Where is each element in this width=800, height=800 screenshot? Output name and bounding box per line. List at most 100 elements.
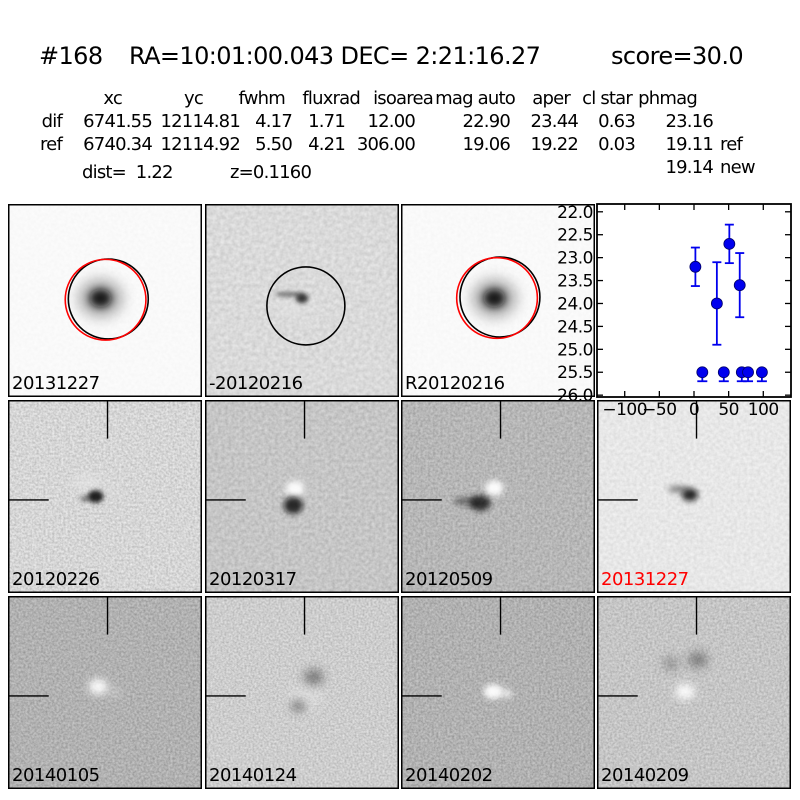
- source-blob: [89, 289, 112, 308]
- cutout-image-20120509: [401, 400, 595, 593]
- col-header: fluxrad: [302, 88, 360, 109]
- x-tick-label: 0: [689, 400, 699, 420]
- y-tick-label: 24.5: [557, 317, 593, 337]
- source-blob: [485, 480, 504, 496]
- photometry-point: [733, 279, 746, 292]
- photometry-point: [689, 260, 702, 273]
- y-tick-label: 23.0: [557, 249, 593, 269]
- cutout-image-20120226: [8, 400, 202, 593]
- source-blob: [283, 496, 303, 514]
- cutout-image-20120317: [205, 400, 399, 593]
- lightcurve-plot: −100−50 0 50 100 22.0 22.5 23.0 23.524.0 24.5 25.…: [557, 203, 792, 420]
- cell: 23.44: [530, 111, 578, 132]
- source-blob: [106, 687, 123, 698]
- cell: 12.00: [367, 111, 415, 132]
- cell: 23.16: [665, 111, 713, 132]
- col-header: xc: [103, 88, 122, 109]
- upper-limit-point: [742, 366, 754, 379]
- col-header: cl star: [582, 88, 633, 109]
- source-blob: [274, 291, 302, 297]
- cell: 12114.81: [160, 111, 241, 132]
- coordinates: RA=10:01:00.043 DEC= 2:21:16.27: [129, 42, 541, 70]
- photometry-row-ref: ref 6740.34 12114.92 5.50 4.21 306.00 19.06 19.…: [0, 134, 800, 155]
- cutout-date-label: 20131227: [601, 569, 689, 590]
- upper-limit-point: [696, 366, 709, 379]
- photometry-header-row: xc yc fwhm fluxrad isoarea mag auto aper cl sta…: [0, 88, 800, 109]
- source-blob: [667, 485, 690, 493]
- col-header: aper: [532, 88, 571, 109]
- source-blob: [285, 481, 305, 497]
- photometry-point: [723, 237, 736, 250]
- source-blob: [87, 490, 104, 503]
- source-blob: [483, 289, 506, 308]
- cell-suffix: new: [720, 157, 756, 178]
- x-tick-label: 100: [748, 400, 779, 420]
- source-blob: [675, 683, 695, 700]
- aperture-circle-red: [64, 258, 147, 341]
- source-blob: [72, 473, 103, 493]
- y-tick-label: 24.0: [557, 294, 593, 314]
- col-header: fwhm: [238, 88, 286, 109]
- cutout-date-label: 20140124: [209, 765, 297, 786]
- cutout-image-20131227: [597, 400, 791, 593]
- source-blob: [290, 699, 306, 713]
- col-header: phmag: [638, 88, 698, 109]
- y-tick-label: 22.0: [557, 203, 593, 223]
- cutout-date-label: 20140105: [12, 765, 100, 786]
- upper-limit-point: [755, 366, 768, 379]
- photometry-extra-row: 19.14 new: [0, 157, 800, 178]
- dist-value: dist= 1.22: [82, 162, 173, 183]
- col-header: mag auto: [435, 88, 516, 109]
- x-tick-label: −100: [602, 400, 647, 420]
- cutout-date-label: 20131227: [12, 373, 100, 394]
- cutout-image-20140202: [401, 596, 595, 789]
- cutout-image--20120216: [205, 204, 399, 397]
- cell: 0.63: [598, 111, 636, 132]
- cutout-image-20131227: [8, 204, 202, 397]
- cell: 0.03: [598, 134, 636, 155]
- cell: 19.11: [665, 134, 713, 155]
- photometry-point: [710, 297, 723, 310]
- cutout-image-20140105: [8, 596, 202, 789]
- cell: 19.14: [665, 157, 713, 178]
- cell: 19.06: [462, 134, 510, 155]
- source-blob: [453, 497, 477, 506]
- cell: 19.22: [530, 134, 578, 155]
- source-blob: [303, 669, 324, 685]
- cell: 5.50: [255, 134, 293, 155]
- cutout-image-R20120216: [401, 204, 595, 397]
- redshift-value: z=0.1160: [230, 162, 312, 183]
- cell: 4.21: [308, 134, 346, 155]
- cutout-image-20140209: [597, 596, 791, 789]
- cell: 6740.34: [83, 134, 153, 155]
- cell: 6741.55: [83, 111, 153, 132]
- source-blob: [500, 689, 513, 698]
- source-blob: [88, 678, 108, 695]
- y-tick-label: 25.0: [557, 340, 593, 360]
- score-value: score=30.0: [611, 42, 744, 70]
- candidate-id: #168: [39, 42, 103, 70]
- aperture-circle-red: [455, 256, 539, 340]
- row-label: dif: [41, 111, 63, 132]
- col-header: isoarea: [373, 88, 434, 109]
- cutout-image-20140124: [205, 596, 399, 789]
- aperture-circle-black: [266, 266, 346, 346]
- x-tick-label: −50: [642, 400, 676, 420]
- y-tick-label: 25.5: [557, 363, 593, 383]
- cutout-date-label: 20140202: [405, 765, 493, 786]
- cutout-date-label: -20120216: [209, 373, 303, 394]
- row-label: ref: [39, 134, 63, 155]
- source-blob: [101, 482, 121, 499]
- dist-redshift-row: dist= 1.22 z=0.1160: [0, 162, 800, 183]
- cell: 22.90: [462, 111, 510, 132]
- source-blob: [688, 651, 708, 668]
- cutout-date-label: R20120216: [405, 373, 505, 394]
- y-tick-label: 23.5: [557, 272, 593, 292]
- upper-limit-point: [717, 366, 730, 379]
- x-tick-label: 50: [718, 400, 739, 420]
- cell: 12114.92: [160, 134, 241, 155]
- cell: 4.17: [255, 111, 293, 132]
- cutout-date-label: 20120509: [405, 569, 493, 590]
- y-tick-label: 26.0: [557, 386, 593, 406]
